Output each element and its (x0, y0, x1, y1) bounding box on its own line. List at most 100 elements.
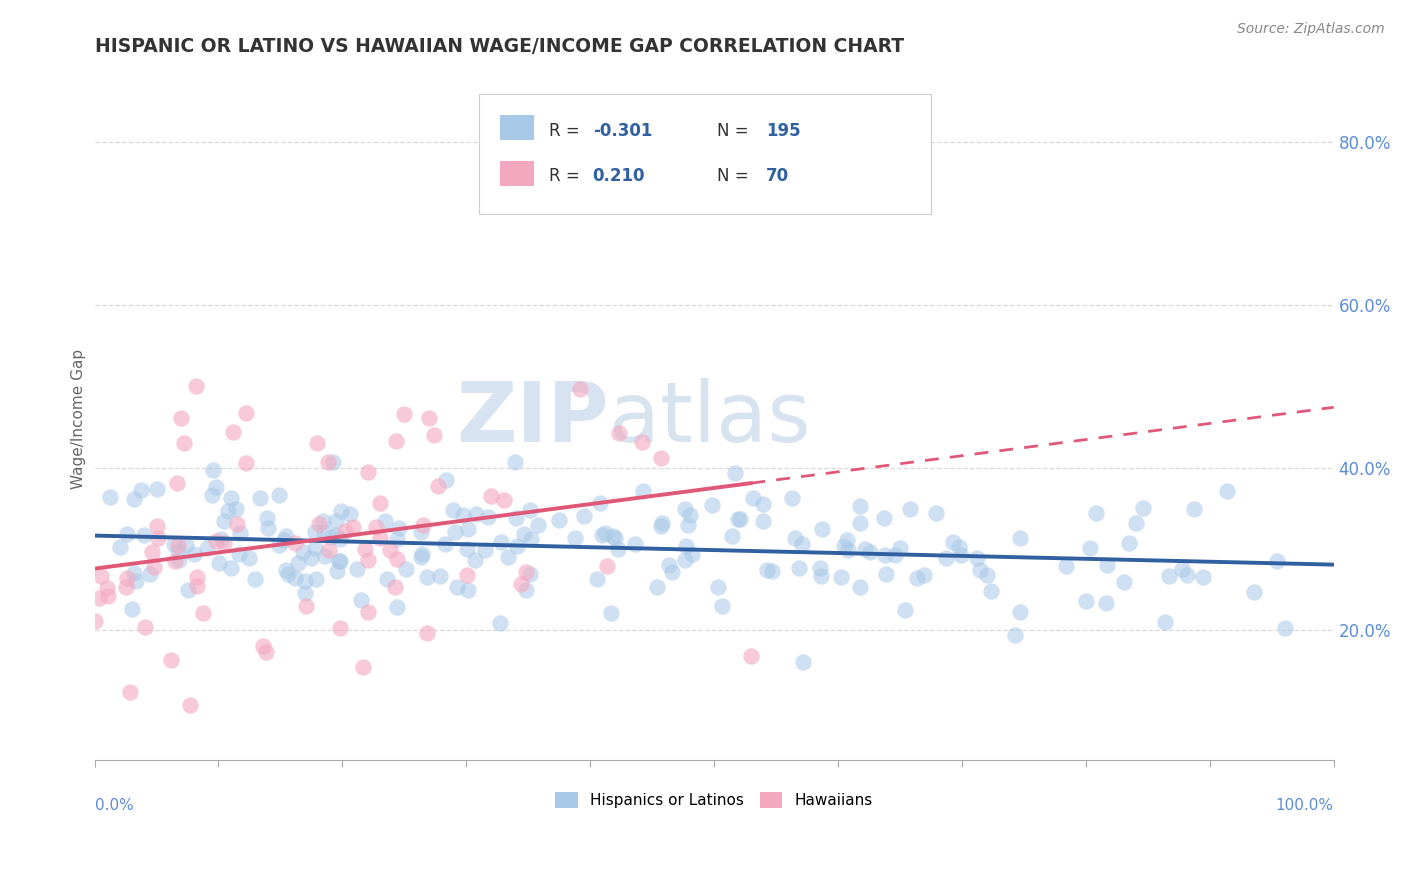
Text: 0.210: 0.210 (593, 168, 645, 186)
Point (456, 567, 478, 582)
Point (489, 615, 512, 630)
Point (368, 531, 391, 545)
Point (308, 516, 330, 531)
Point (811, 522, 834, 536)
Text: HISPANIC OR LATINO VS HAWAIIAN WAGE/INCOME GAP CORRELATION CHART: HISPANIC OR LATINO VS HAWAIIAN WAGE/INCO… (94, 37, 904, 56)
Point (325, 514, 347, 528)
Point (132, 528, 155, 542)
Point (756, 563, 779, 577)
Point (441, 503, 464, 517)
Point (900, 502, 922, 516)
Point (848, 499, 870, 513)
Point (97, 589, 120, 603)
Text: N =: N = (717, 168, 754, 186)
Point (925, 506, 948, 520)
Point (728, 512, 751, 526)
Point (503, 455, 526, 469)
Point (418, 410, 440, 425)
Point (519, 566, 541, 581)
Point (751, 496, 773, 510)
Point (859, 544, 882, 558)
Point (143, 560, 166, 574)
Point (121, 602, 143, 616)
Point (84, 615, 107, 629)
Point (889, 541, 911, 556)
Point (780, 491, 803, 505)
Point (201, 488, 224, 502)
Point (1118, 536, 1140, 550)
Text: atlas: atlas (609, 378, 810, 459)
Point (357, 605, 380, 619)
Point (446, 580, 468, 594)
Point (378, 542, 401, 557)
Point (252, 640, 274, 654)
Point (177, 583, 200, 598)
Point (591, 527, 613, 541)
Point (274, 563, 297, 577)
Text: 195: 195 (766, 121, 801, 139)
Point (509, 576, 531, 591)
Point (326, 564, 349, 578)
Point (333, 524, 356, 538)
Point (90, 569, 112, 583)
Point (1175, 568, 1198, 582)
Point (299, 550, 322, 565)
Point (752, 515, 775, 529)
Point (139, 567, 162, 582)
Point (411, 524, 433, 539)
Point (724, 466, 747, 480)
Point (605, 531, 627, 545)
Point (515, 583, 537, 598)
Point (464, 553, 486, 567)
Point (312, 514, 335, 528)
Point (287, 556, 309, 570)
Point (269, 488, 291, 502)
Point (423, 427, 446, 442)
Point (416, 625, 439, 640)
Point (1191, 570, 1213, 584)
Point (457, 523, 479, 537)
Point (1076, 594, 1098, 608)
Point (675, 539, 697, 553)
Point (384, 580, 406, 594)
Point (519, 503, 541, 517)
Point (305, 436, 328, 450)
Point (1132, 501, 1154, 516)
Point (837, 543, 859, 558)
Point (277, 566, 299, 581)
Point (787, 561, 810, 575)
Point (318, 543, 340, 558)
Point (100, 490, 122, 504)
Point (1182, 501, 1205, 516)
Point (893, 603, 915, 617)
Point (314, 549, 336, 563)
Point (169, 552, 191, 566)
Point (257, 521, 280, 535)
Point (392, 407, 415, 421)
Point (186, 570, 208, 584)
Text: 100.0%: 100.0% (1275, 798, 1334, 813)
Point (883, 549, 905, 563)
Point (935, 550, 957, 565)
Point (564, 531, 586, 545)
Point (429, 568, 451, 582)
Point (115, 571, 138, 585)
Point (1216, 484, 1239, 499)
Point (375, 572, 398, 586)
Point (631, 434, 654, 449)
Point (742, 491, 765, 505)
Point (600, 606, 623, 620)
Point (134, 620, 156, 634)
Point (835, 533, 858, 548)
Point (115, 580, 138, 594)
FancyBboxPatch shape (499, 115, 534, 140)
Point (328, 554, 350, 568)
Point (434, 473, 457, 487)
Point (673, 553, 696, 567)
Point (319, 530, 342, 544)
Point (339, 507, 361, 521)
Point (451, 508, 474, 523)
Point (1094, 596, 1116, 610)
Point (905, 571, 928, 585)
Point (980, 584, 1002, 599)
